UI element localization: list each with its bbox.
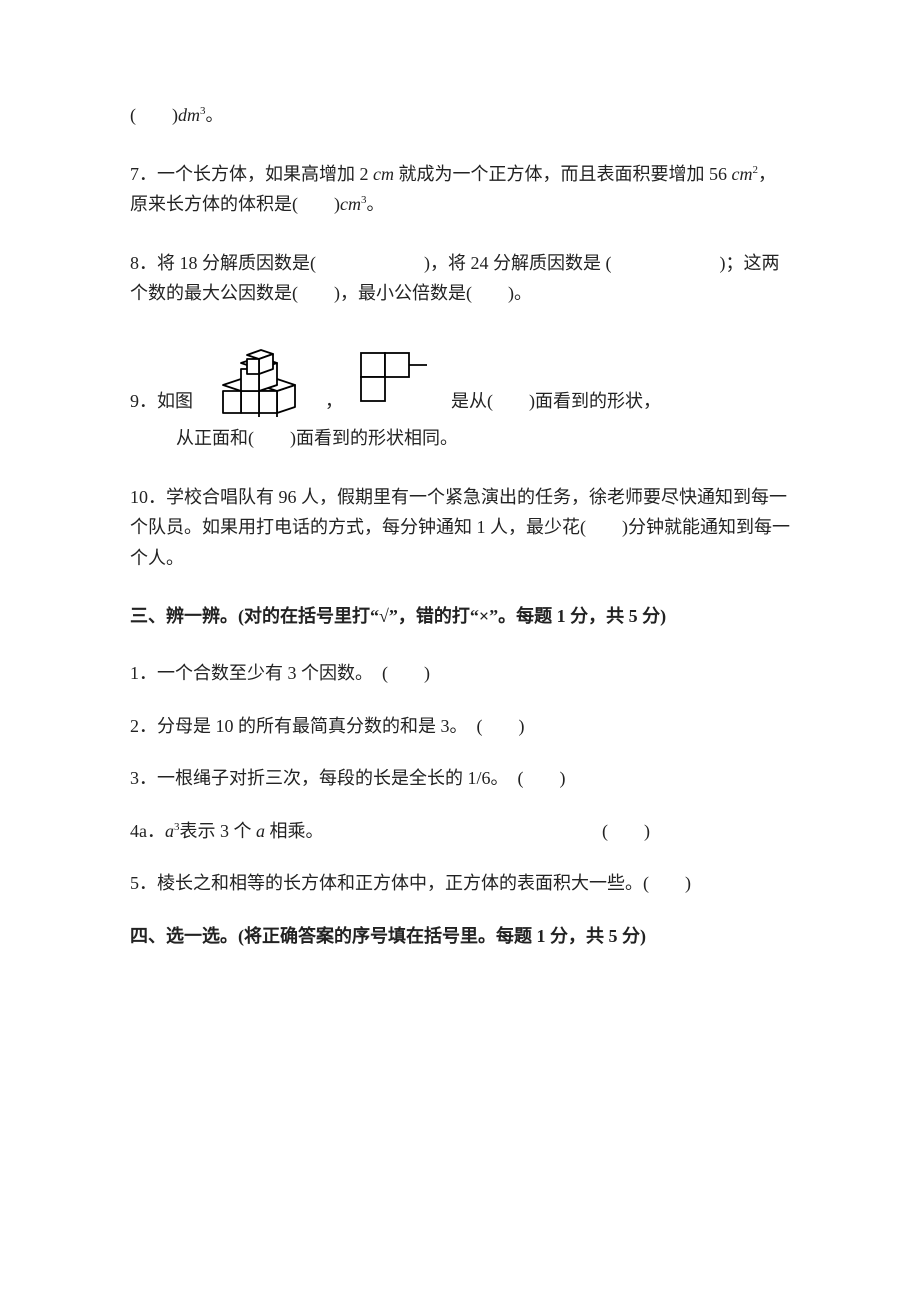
- question-10: 10．学校合唱队有 96 人，假期里有一个紧急演出的任务，徐老师要尽快通知到每一…: [130, 482, 790, 574]
- q10-text: 10．学校合唱队有 96 人，假期里有一个紧急演出的任务，徐老师要尽快通知到每一…: [130, 487, 790, 568]
- tf3-num: 3: [130, 768, 139, 788]
- tf4-a2: a: [256, 821, 265, 841]
- tf-item-3: 3．一根绳子对折三次，每段的长是全长的 1/6。 ( ): [130, 763, 790, 794]
- tf1-text: ．一个合数至少有 3 个因数。 ( ): [139, 663, 430, 683]
- tf4-end: 相乘。: [265, 821, 324, 841]
- tf4-mid: 表示 3 个: [180, 821, 257, 841]
- question-6-tail: ( )dm3。: [130, 100, 790, 131]
- question-7: 7．一个长方体，如果高增加 2 cm 就成为一个正方体，而且表面积要增加 56 …: [130, 159, 790, 220]
- tf5-num: 5: [130, 873, 139, 893]
- tf2-text: ．分母是 10 的所有最简真分数的和是 3。 ( ): [139, 716, 525, 736]
- tf4-paren: ( ): [602, 816, 650, 847]
- tf4-a1: a: [165, 821, 174, 841]
- q6-unit-dm: dm: [178, 105, 200, 125]
- tf2-num: 2: [130, 716, 139, 736]
- q7-cm1: cm: [373, 164, 394, 184]
- q9-text2: 从正面和( )面看到的形状相同。: [176, 428, 458, 448]
- q9-prefix: 9．如图: [130, 386, 193, 417]
- q9-figure-3d: [199, 337, 319, 417]
- q8-text: 8．将 18 分解质因数是( )，将 24 分解质因数是 ( )；这两个数的最大…: [130, 253, 779, 304]
- q7-cm3: cm: [340, 194, 361, 214]
- question-9: 9．如图: [130, 337, 790, 454]
- sect4-text: 四、选一选。(将正确答案的序号填在括号里。每题 1 分，共 5 分): [130, 926, 646, 946]
- q9-comma: ，: [325, 386, 343, 417]
- true-false-list: 1．一个合数至少有 3 个因数。 ( ) 2．分母是 10 的所有最简真分数的和…: [130, 658, 790, 899]
- q7-part2: 就成为一个正方体，而且表面积要增加 56: [394, 164, 732, 184]
- tf-item-5: 5．棱长之和相等的长方体和正方体中，正方体的表面积大一些。( ): [130, 868, 790, 899]
- q7-cm2: cm: [732, 164, 753, 184]
- tf4-num: 4a: [130, 821, 147, 841]
- section-4-heading: 四、选一选。(将正确答案的序号填在括号里。每题 1 分，共 5 分): [130, 921, 790, 952]
- q9-figure-2d: [349, 345, 445, 417]
- question-8: 8．将 18 分解质因数是( )，将 24 分解质因数是 ( )；这两个数的最大…: [130, 248, 790, 309]
- q9-text1: 是从( )面看到的形状，: [451, 386, 661, 417]
- tf1-num: 1: [130, 663, 139, 683]
- q6-blank: ( ): [130, 105, 178, 125]
- section-3-heading: 三、辨一辨。(对的在括号里打“√”，错的打“×”。每题 1 分，共 5 分): [130, 601, 790, 632]
- tf5-text: ．棱长之和相等的长方体和正方体中，正方体的表面积大一些。( ): [139, 873, 691, 893]
- q7-part1: 7．一个长方体，如果高增加 2: [130, 164, 373, 184]
- tf3-text: ．一根绳子对折三次，每段的长是全长的 1/6。 ( ): [139, 768, 566, 788]
- q7-part4: 。: [367, 194, 385, 214]
- q6-period: 。: [206, 105, 224, 125]
- tf-item-1: 1．一个合数至少有 3 个因数。 ( ): [130, 658, 790, 689]
- tf4-dot: ．: [147, 821, 165, 841]
- sect3-text: 三、辨一辨。(对的在括号里打“√”，错的打“×”。每题 1 分，共 5 分): [130, 606, 666, 626]
- tf-item-4: 4a．a3表示 3 个 a 相乘。 ( ): [130, 816, 650, 847]
- tf-item-2: 2．分母是 10 的所有最简真分数的和是 3。 ( ): [130, 711, 790, 742]
